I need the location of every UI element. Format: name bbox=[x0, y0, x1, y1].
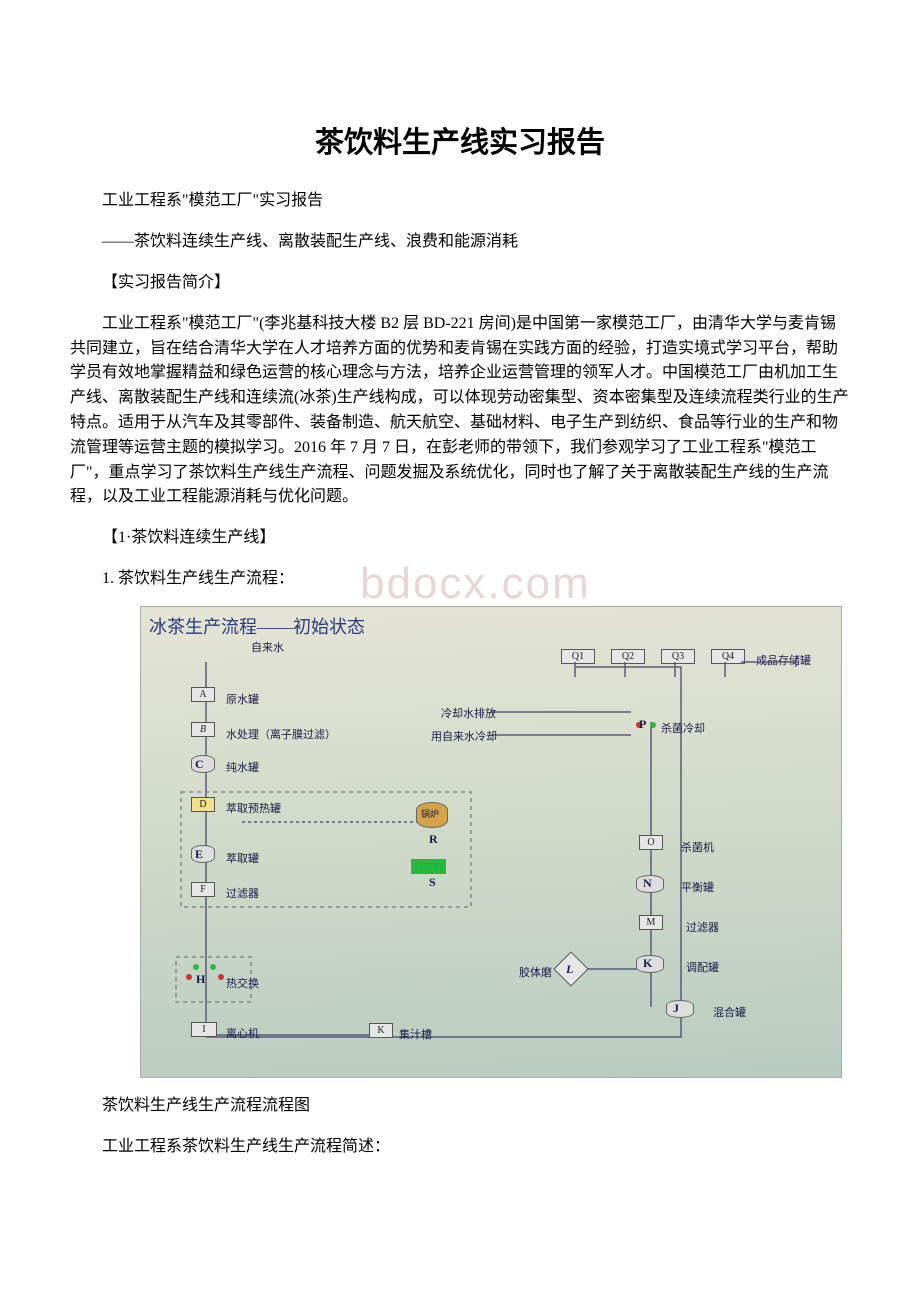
node-k2-box: K bbox=[369, 1023, 393, 1038]
paragraph-6: 1. 茶饮料生产线生产流程： bbox=[70, 567, 850, 592]
node-d-label: 萃取预热罐 bbox=[226, 800, 281, 816]
node-k-label: 调配罐 bbox=[686, 959, 719, 975]
node-l-label: 胶体磨 bbox=[519, 964, 552, 980]
node-l-id: L bbox=[566, 962, 573, 977]
flowchart-figure: 冰茶生产流程——初始状态 自来水 成品存储罐 Q1 Q2 Q3 Q4 bbox=[140, 606, 840, 1078]
node-b-box: B bbox=[191, 722, 215, 737]
node-k2-label: 集汁槽 bbox=[399, 1026, 432, 1042]
document-page: 茶饮料生产线实习报告 工业工程系"模范工厂"实习报告 ——茶饮料连续生产线、离散… bbox=[0, 0, 920, 1233]
paragraph-3: 【实习报告简介】 bbox=[70, 271, 850, 296]
paragraph-1: 工业工程系"模范工厂"实习报告 bbox=[70, 189, 850, 214]
node-r-id: R bbox=[429, 832, 438, 847]
node-j-label: 混合罐 bbox=[713, 1004, 746, 1020]
node-n-label: 平衡罐 bbox=[681, 879, 714, 895]
node-i-box: I bbox=[191, 1022, 217, 1037]
node-m-label: 过滤器 bbox=[686, 919, 719, 935]
node-b-label: 水处理（离子膜过滤） bbox=[226, 726, 336, 742]
node-f-box: F bbox=[191, 882, 215, 897]
node-s-id: S bbox=[429, 875, 436, 890]
node-i-label: 离心机 bbox=[226, 1025, 259, 1041]
flowchart-canvas: 冰茶生产流程——初始状态 自来水 成品存储罐 Q1 Q2 Q3 Q4 bbox=[140, 606, 842, 1078]
node-d-box: D bbox=[191, 797, 215, 812]
paragraph-5: 【1·茶饮料连续生产线】 bbox=[70, 526, 850, 551]
node-n-id: N bbox=[643, 876, 652, 891]
node-k-id: K bbox=[643, 956, 652, 971]
node-o-box: O bbox=[639, 835, 663, 850]
paragraph-2: ——茶饮料连续生产线、离散装配生产线、浪费和能源消耗 bbox=[70, 230, 850, 255]
node-o-label: 杀菌机 bbox=[681, 839, 714, 855]
paragraph-4: 工业工程系"模范工厂"(李兆基科技大楼 B2 层 BD-221 房间)是中国第一… bbox=[70, 312, 850, 510]
node-m-box: M bbox=[639, 915, 663, 930]
node-f-label: 过滤器 bbox=[226, 885, 259, 901]
node-a-label: 原水罐 bbox=[226, 691, 259, 707]
node-j-id: J bbox=[673, 1001, 679, 1016]
document-title: 茶饮料生产线实习报告 bbox=[70, 119, 850, 161]
node-h-id: H bbox=[196, 972, 205, 987]
node-p-label: 杀菌冷却 bbox=[661, 720, 705, 736]
node-c-label: 纯水罐 bbox=[226, 759, 259, 775]
node-p-id: P bbox=[639, 717, 646, 732]
label-zilaicool: 用自来水冷却 bbox=[431, 728, 497, 744]
node-c-id: C bbox=[195, 757, 204, 772]
node-e-id: E bbox=[195, 847, 203, 862]
label-lengque: 冷却水排放 bbox=[441, 705, 496, 721]
node-a-box: A bbox=[191, 687, 215, 702]
node-e-label: 萃取罐 bbox=[226, 850, 259, 866]
paragraph-7: 茶饮料生产线生产流程流程图 bbox=[70, 1094, 850, 1119]
node-h-label: 热交换 bbox=[226, 975, 259, 991]
paragraph-8: 工业工程系茶饮料生产线生产流程简述： bbox=[70, 1135, 850, 1160]
node-j-cyl bbox=[666, 1000, 694, 1018]
node-r-note: 锅炉 bbox=[421, 807, 439, 820]
node-s-box: 冷冻机 bbox=[411, 859, 446, 874]
